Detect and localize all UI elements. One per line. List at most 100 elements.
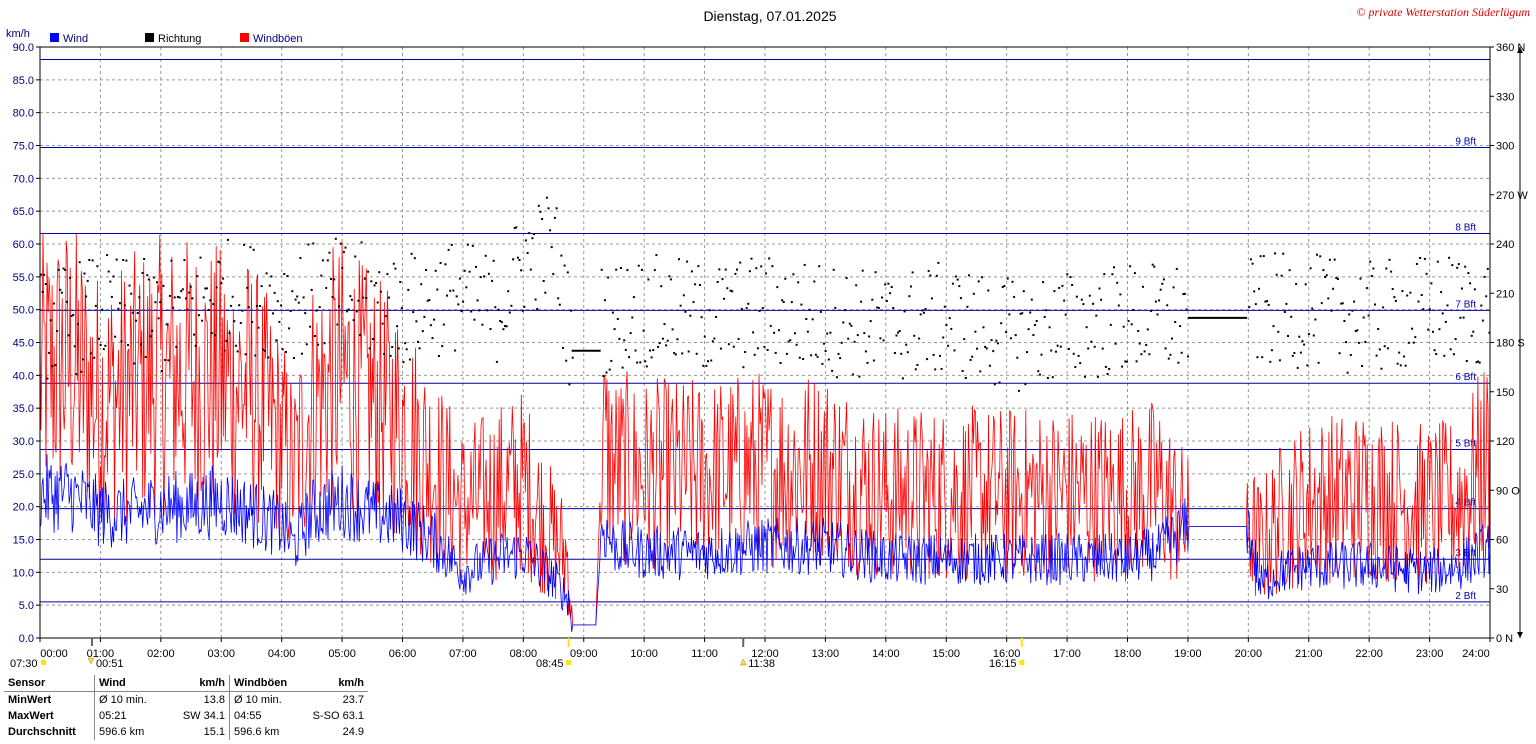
richtung-point <box>265 272 268 275</box>
richtung-point <box>500 321 503 324</box>
richtung-point <box>798 356 801 359</box>
richtung-point <box>389 354 392 357</box>
richtung-point <box>1469 282 1472 285</box>
richtung-point <box>653 269 656 272</box>
richtung-point <box>336 323 339 326</box>
richtung-point <box>840 341 843 344</box>
richtung-point <box>1109 323 1112 326</box>
richtung-point <box>405 348 408 351</box>
richtung-point <box>803 263 806 266</box>
x-tick-label: 00:00 <box>40 648 68 660</box>
richtung-point <box>987 289 990 292</box>
richtung-point <box>671 328 674 331</box>
richtung-point <box>386 273 389 276</box>
richtung-point <box>318 306 321 309</box>
richtung-point <box>847 337 850 340</box>
richtung-point <box>1312 334 1315 337</box>
richtung-point <box>1013 295 1016 298</box>
richtung-point <box>744 351 747 353</box>
richtung-point <box>96 265 99 268</box>
richtung-point <box>315 309 318 312</box>
richtung-point <box>769 324 772 327</box>
richtung-point <box>1101 347 1104 350</box>
richtung-point <box>600 268 603 271</box>
richtung-point <box>631 316 634 319</box>
richtung-point <box>268 284 271 287</box>
richtung-point <box>832 268 835 271</box>
richtung-point <box>378 271 381 274</box>
richtung-point <box>40 273 42 276</box>
richtung-point <box>267 356 270 359</box>
richtung-point <box>863 332 866 335</box>
richtung-point <box>1390 270 1393 273</box>
richtung-point <box>1140 353 1143 356</box>
richtung-point <box>913 334 916 337</box>
richtung-point <box>236 350 239 353</box>
stats-header-cell-0: Sensor <box>4 675 95 692</box>
richtung-point <box>1026 351 1028 354</box>
richtung-point <box>1248 306 1251 309</box>
sunrise-label: 07:30 <box>10 658 38 670</box>
stats-row-1-cell-3: 04:55 <box>229 708 308 724</box>
richtung-point <box>1088 294 1091 297</box>
richtung-point <box>273 291 276 294</box>
richtung-point <box>1096 375 1099 378</box>
richtung-point <box>73 345 76 348</box>
richtung-point <box>215 286 218 289</box>
richtung-point <box>449 289 452 292</box>
richtung-point <box>1433 349 1436 352</box>
richtung-point <box>958 285 961 288</box>
richtung-point <box>980 276 983 279</box>
richtung-point <box>1311 307 1314 310</box>
marker-1138-marker <box>739 658 747 666</box>
richtung-point <box>404 342 407 345</box>
richtung-point <box>1074 366 1077 368</box>
richtung-point <box>694 283 697 286</box>
richtung-point <box>1375 354 1378 357</box>
marker-0845-marker <box>566 660 572 665</box>
x-tick-label: 23:00 <box>1416 648 1444 660</box>
richtung-point <box>1132 308 1135 311</box>
richtung-point <box>997 342 999 345</box>
richtung-point <box>326 259 329 262</box>
richtung-point <box>62 267 65 270</box>
richtung-point <box>502 328 505 331</box>
richtung-point <box>678 258 680 261</box>
richtung-point <box>908 295 911 298</box>
richtung-point <box>839 357 842 360</box>
right-axis-arrow-bottom <box>1517 632 1523 638</box>
richtung-point <box>370 280 373 283</box>
richtung-point <box>510 304 513 307</box>
richtung-point <box>75 373 78 376</box>
richtung-point <box>732 345 735 348</box>
richtung-point <box>1451 264 1454 267</box>
richtung-point <box>1430 282 1433 285</box>
richtung-point <box>1372 267 1375 270</box>
richtung-point <box>342 251 345 254</box>
richtung-point <box>831 369 834 372</box>
richtung-point <box>434 269 437 272</box>
richtung-point <box>1422 308 1425 311</box>
richtung-point <box>1330 309 1333 312</box>
richtung-point <box>676 338 679 341</box>
richtung-point <box>687 350 690 353</box>
richtung-point <box>1412 341 1415 344</box>
richtung-point <box>1171 337 1173 340</box>
richtung-point <box>98 337 100 340</box>
richtung-point <box>700 316 703 319</box>
richtung-point <box>442 323 445 326</box>
richtung-point <box>705 364 708 367</box>
richtung-point <box>911 271 914 274</box>
richtung-point <box>534 298 537 301</box>
richtung-point <box>489 328 492 330</box>
richtung-point <box>1111 273 1114 276</box>
richtung-point <box>727 343 730 346</box>
richtung-point <box>718 268 721 271</box>
richtung-point <box>782 301 785 303</box>
richtung-point <box>711 340 714 343</box>
richtung-point <box>858 375 861 378</box>
richtung-point <box>628 356 631 359</box>
richtung-point <box>515 226 518 229</box>
stats-row-1: MaxWert 05:21 SW 34.1 04:55 S-SO 63.1 <box>4 708 368 724</box>
richtung-point <box>423 315 426 318</box>
